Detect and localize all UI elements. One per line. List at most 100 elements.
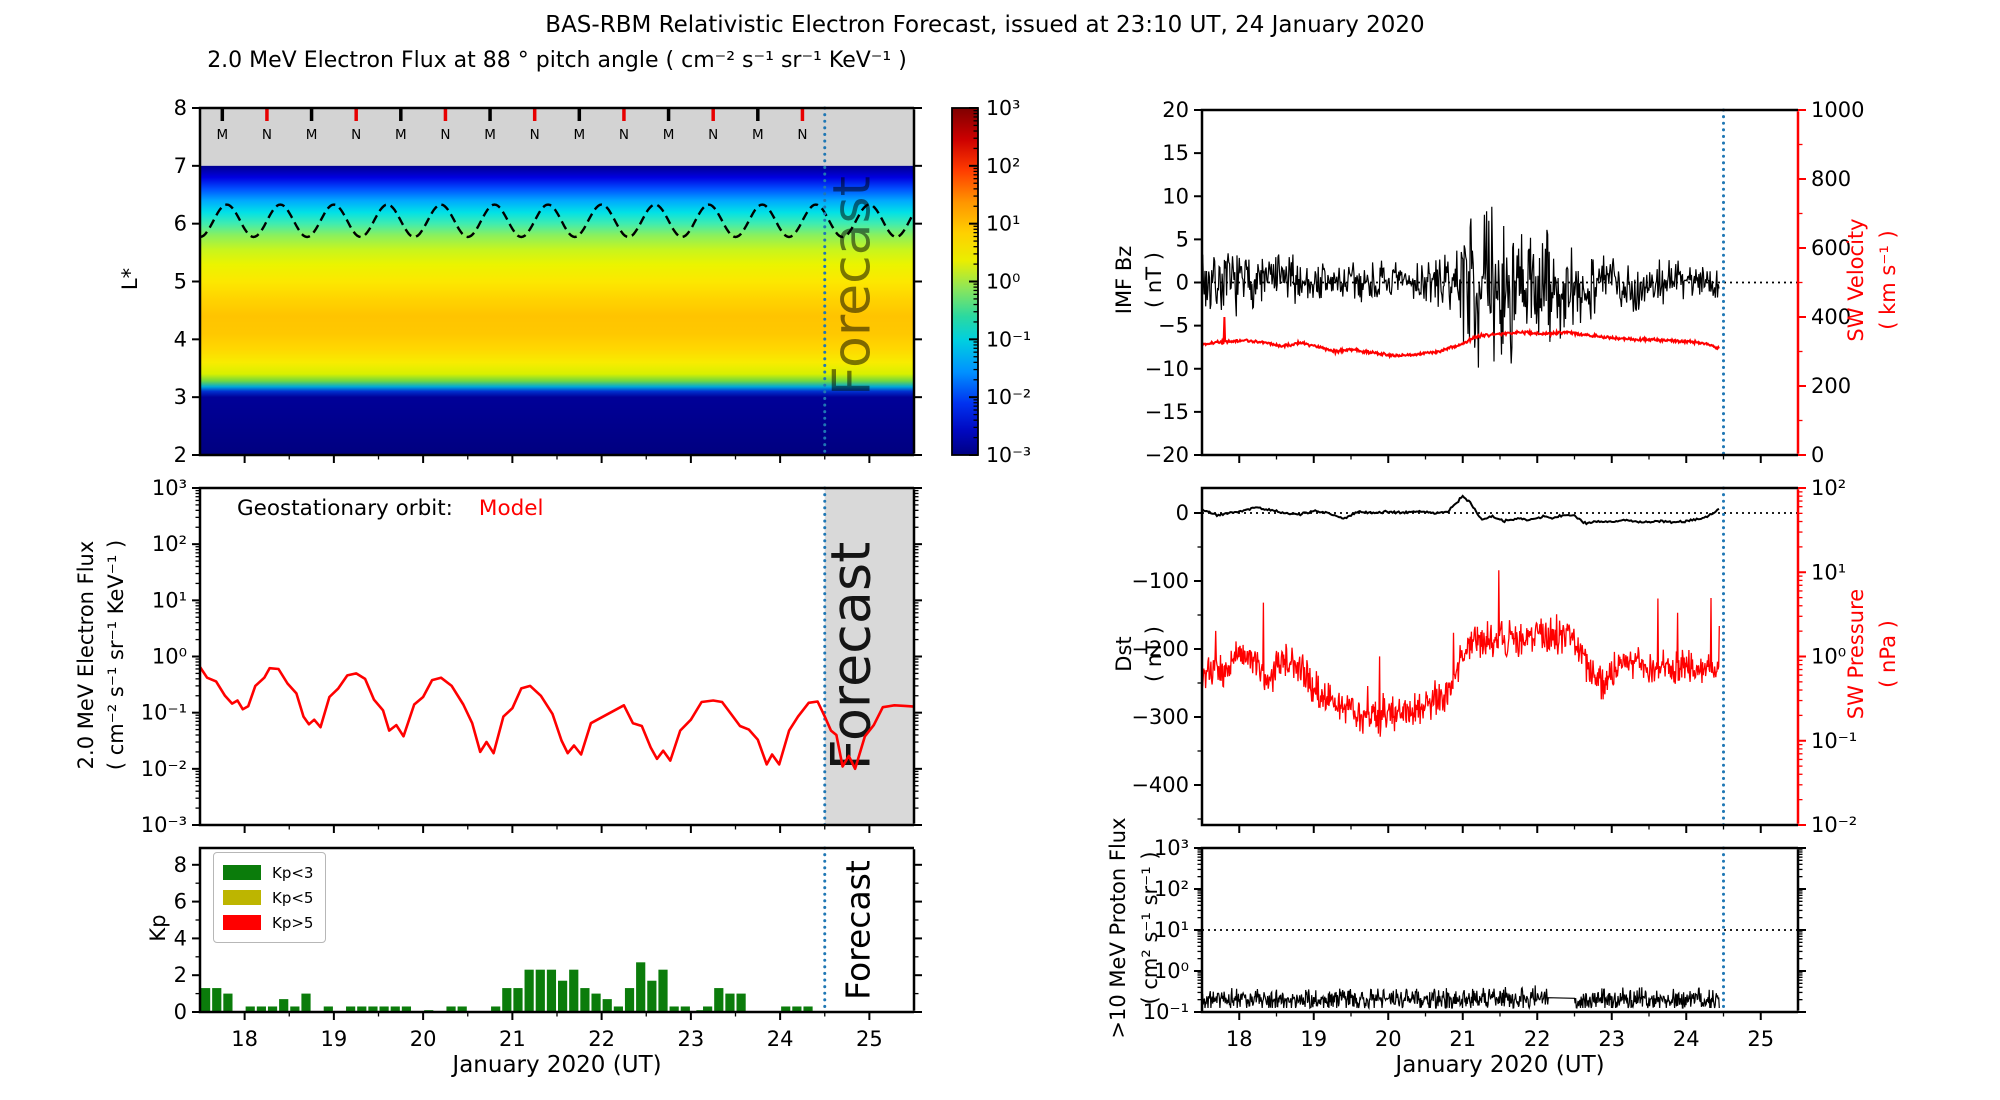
kp-low-swatch	[223, 865, 261, 880]
svg-text:18: 18	[1226, 1027, 1253, 1051]
imf-bz-line	[1201, 206, 1720, 368]
svg-text:15: 15	[1162, 141, 1189, 165]
svg-text:25: 25	[1747, 1027, 1774, 1051]
model-series-label: Model	[478, 496, 544, 521]
svg-text:10²: 10²	[152, 532, 187, 556]
geo-annotation: Geostationary orbit: Model	[237, 496, 543, 521]
x-axis-ticks	[1238, 455, 1762, 463]
svg-text:10³: 10³	[986, 96, 1020, 120]
svg-text:N: N	[440, 127, 450, 143]
svg-text:−20: −20	[1145, 443, 1189, 467]
svg-text:19: 19	[1300, 1027, 1327, 1051]
svg-text:10⁻²: 10⁻²	[141, 757, 187, 781]
forecast-watermark: Forecast	[822, 176, 882, 396]
lstar-heatmap-plot: Forecast M N M N M N M N M N M N M N 2 3 4 5 6 7 8	[174, 96, 922, 467]
svg-text:−10: −10	[1145, 357, 1189, 381]
svg-text:400: 400	[1811, 305, 1851, 329]
svg-text:M: M	[484, 127, 496, 143]
svg-text:20: 20	[1162, 98, 1189, 122]
y-axis-ticks: 0 2 4 6 8	[174, 853, 922, 1024]
svg-text:21: 21	[1449, 1027, 1476, 1051]
svg-text:M: M	[216, 127, 228, 143]
sw-pressure-line	[1201, 570, 1720, 737]
svg-text:200: 200	[1811, 374, 1851, 398]
svg-text:−300: −300	[1131, 705, 1189, 729]
svg-text:800: 800	[1811, 167, 1851, 191]
svg-text:10³: 10³	[1154, 836, 1189, 860]
dst-sw-pressure-plot: 0 −100 −200 −300 −400 10² 10¹ 10⁰ 10⁻¹ 10⁻²	[1131, 476, 1857, 837]
svg-text:M: M	[573, 127, 585, 143]
svg-text:N: N	[708, 127, 718, 143]
imf-ylabel-1: IMF Bz	[1112, 245, 1136, 315]
svg-text:6: 6	[174, 212, 187, 236]
x-axis-ticks: 18 19 20 21 22 23 24 25	[231, 1012, 883, 1051]
svg-text:20: 20	[1375, 1027, 1402, 1051]
svg-text:10⁻³: 10⁻³	[141, 813, 187, 837]
geo-flux-plot: Forecast 10³ 10² 10¹ 10⁰ 10⁻¹ 10⁻² 10⁻³	[141, 476, 922, 837]
svg-text:−200: −200	[1131, 637, 1189, 661]
svg-text:21: 21	[499, 1027, 526, 1051]
svg-text:10⁻²: 10⁻²	[1811, 813, 1857, 837]
svg-text:5: 5	[1176, 227, 1189, 251]
kp-ylabel: Kp	[146, 914, 170, 942]
svg-text:19: 19	[321, 1027, 348, 1051]
svg-text:10²: 10²	[1811, 476, 1846, 500]
geo-lstar-track	[199, 203, 916, 239]
svg-text:10²: 10²	[1154, 877, 1189, 901]
proton-ylabel-1: >10 MeV Proton Flux	[1106, 817, 1130, 1039]
x-axis-ticks	[1238, 825, 1762, 833]
svg-text:3: 3	[174, 385, 187, 409]
svg-text:−5: −5	[1158, 314, 1189, 338]
svg-text:10⁰: 10⁰	[986, 270, 1020, 294]
sw-velocity-label-1: SW Velocity	[1844, 218, 1868, 342]
sw-pressure-label-1: SW Pressure	[1844, 588, 1868, 720]
kp-bars	[201, 962, 813, 1012]
xlabel-left: January 2020 (UT)	[452, 1052, 662, 1078]
y-axis-ticks: 2 3 4 5 6 7 8	[174, 96, 922, 467]
flux-ylabel-1: 2.0 MeV Electron Flux	[74, 540, 98, 770]
kp-high-label: Kp>5	[272, 913, 314, 932]
svg-text:18: 18	[231, 1027, 258, 1051]
svg-text:10⁰: 10⁰	[1811, 645, 1846, 669]
proton-flux-plot: 10³ 10² 10¹ 10⁰ 10⁻¹ 18 19 20 21 22 23 24 25	[1143, 836, 1806, 1051]
kp-legend-item-mid: Kp<5	[223, 885, 313, 910]
svg-text:600: 600	[1811, 236, 1851, 260]
right-axis-ticks: 10² 10¹ 10⁰ 10⁻¹ 10⁻²	[1798, 476, 1857, 837]
svg-text:10⁰: 10⁰	[1154, 959, 1189, 983]
svg-text:10²: 10²	[986, 154, 1020, 178]
flux-ylabel-2: ( cm⁻² s⁻¹ sr⁻¹ KeV⁻¹ )	[104, 539, 128, 771]
y-axis-ticks: 20 15 10 5 0 −5 −10 −15 −20	[1145, 98, 1202, 467]
svg-text:22: 22	[588, 1027, 615, 1051]
kp-low-label: Kp<3	[272, 863, 314, 882]
imf-ylabel-2: ( nT )	[1142, 252, 1166, 308]
right-axis-ticks: 1000 800 600 400 200 0	[1798, 98, 1864, 467]
page-title: BAS-RBM Relativistic Electron Forecast, …	[545, 12, 1425, 38]
svg-text:1000: 1000	[1811, 98, 1864, 122]
svg-text:20: 20	[410, 1027, 437, 1051]
svg-text:10¹: 10¹	[986, 212, 1020, 236]
sw-velocity-line	[1201, 316, 1720, 360]
x-axis-ticks	[243, 825, 871, 833]
kp-legend-item-low: Kp<3	[223, 860, 313, 885]
xlabel-right: January 2020 (UT)	[1395, 1052, 1605, 1078]
svg-text:M: M	[663, 127, 675, 143]
flux-heatmap	[200, 165, 914, 456]
svg-text:N: N	[351, 127, 361, 143]
svg-text:10⁰: 10⁰	[152, 645, 187, 669]
svg-text:10⁻¹: 10⁻¹	[141, 701, 187, 725]
svg-text:4: 4	[174, 926, 187, 950]
y-axis-ticks: 10³ 10² 10¹ 10⁰ 10⁻¹ 10⁻² 10⁻³	[141, 476, 922, 837]
svg-text:10¹: 10¹	[1811, 560, 1846, 584]
svg-text:10⁻³: 10⁻³	[986, 443, 1031, 467]
svg-text:10⁻²: 10⁻²	[986, 385, 1031, 409]
svg-text:M: M	[752, 127, 764, 143]
svg-text:8: 8	[174, 853, 187, 877]
svg-text:10¹: 10¹	[152, 588, 187, 612]
svg-text:8: 8	[174, 96, 187, 120]
svg-text:M: M	[395, 127, 407, 143]
svg-text:M: M	[306, 127, 318, 143]
geo-annotation-text: Geostationary orbit:	[237, 496, 453, 521]
colorbar: 10³ 10² 10¹ 10⁰ 10⁻¹ 10⁻² 10⁻³	[951, 96, 1031, 467]
heatmap-ylabel: L*	[118, 267, 142, 291]
